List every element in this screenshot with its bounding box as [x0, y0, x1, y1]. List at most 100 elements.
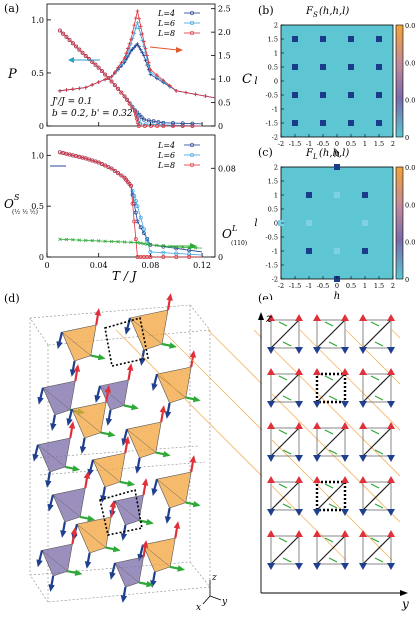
heatmap-y-tick-label: 1.5 [268, 178, 278, 186]
heatmap-y-tick-label: 0.5 [268, 206, 278, 214]
spin-triangle [313, 422, 321, 429]
plaquette-diagonal [270, 319, 300, 349]
heatmap-x-tick-label: -1 [306, 140, 312, 148]
triad-x-axis [202, 595, 211, 605]
triad-z-label: z [211, 573, 217, 583]
spin-triangle [267, 530, 275, 537]
a-top-left-ticks: 0 0.5 1.0 [31, 16, 51, 131]
data-point [135, 120, 140, 125]
data-point [141, 231, 146, 236]
spin-arrowhead [120, 533, 128, 541]
spin-triangle [359, 401, 367, 408]
spin-arrowhead [146, 580, 154, 588]
heatmap-y-tick-label: -2 [272, 134, 278, 142]
spin-triangle [267, 563, 275, 570]
data-point [74, 44, 79, 49]
data-point [180, 121, 185, 126]
a-bottom-marks [50, 150, 203, 259]
a-top-right-tick-label: 0 [218, 122, 223, 131]
data-point [135, 204, 140, 209]
a-top-right-ticks: 0 0.5 1.0 1.5 2.0 2.5 [211, 5, 231, 131]
spin-arrowhead [141, 478, 149, 486]
green-spin [282, 449, 292, 455]
spin-arrowhead [189, 455, 197, 463]
spin-triangle [341, 314, 349, 321]
data-point [203, 94, 208, 98]
data-point [145, 238, 150, 243]
spin-arrowhead [94, 394, 101, 403]
data-point [187, 255, 192, 259]
data-point [145, 53, 149, 58]
spin-triangle [341, 509, 349, 516]
green-spin [328, 503, 338, 509]
spin-triangle [295, 422, 303, 429]
c-axis-label: C [242, 72, 252, 87]
data-point [130, 30, 135, 34]
plaquette-diagonal [316, 535, 346, 565]
data-point [137, 16, 141, 21]
cell-edge [29, 317, 49, 346]
orange-bond [299, 329, 415, 446]
data-point [77, 238, 82, 242]
data-point [148, 249, 153, 254]
heatmap-x-tick-label: 2 [391, 282, 395, 290]
heatmap-c: -2 -1.5 -1 -0.5 0 0.5 1 1.5 2 2 1.5 1 0.5 0 -0.5 -1 -1.5… [254, 164, 415, 303]
green-spin [324, 537, 334, 543]
spin-triangle [387, 422, 395, 429]
legend-marker [189, 162, 195, 168]
spin-arrowhead [150, 580, 157, 588]
data-point [138, 215, 143, 220]
cell-edge [29, 304, 191, 319]
ol-label-sup: L [231, 224, 237, 233]
data-point [109, 239, 114, 244]
ol-arrowhead [190, 243, 197, 249]
heatmap-y-tick-label: -1.5 [265, 262, 278, 270]
tetra-edge [126, 429, 156, 453]
colorbar-tick-label: 0.06 [405, 22, 415, 30]
data-point [61, 31, 66, 36]
tetra-edge [114, 562, 140, 583]
heatmap-x-tick-label: 1 [363, 282, 367, 290]
spin-arrowhead [159, 405, 167, 413]
data-point [132, 194, 137, 198]
data-point [96, 239, 101, 243]
green-spin [324, 429, 334, 435]
data-point [134, 26, 138, 30]
spin-triangle [341, 401, 349, 408]
plaquette [270, 319, 300, 349]
mask [400, 300, 415, 590]
data-point [142, 124, 147, 128]
ol-label-main: O [222, 227, 232, 241]
green-spin [328, 449, 338, 455]
data-point [58, 89, 62, 93]
data-point [143, 46, 148, 51]
data-point [190, 121, 195, 126]
a-top-frame [46, 3, 216, 127]
data-point [99, 162, 104, 166]
a-bottom-x-tick-label: 0.04 [90, 261, 108, 270]
heatmap-c-title-sub: L [312, 153, 318, 161]
legend-marker [189, 10, 195, 16]
spin-arrowhead [112, 545, 121, 553]
panel-a-bottom-plot: 00.51.0 00.08 0 0.04 0.08 0.12 O S (½ ½ ½) … [4, 122, 247, 283]
heatmap-y-tick-label: -0.5 [265, 234, 278, 242]
data-point [130, 188, 135, 193]
spin-triangle [267, 401, 275, 408]
data-point [129, 37, 133, 41]
bragg-peak [320, 92, 326, 98]
data-point [180, 124, 185, 128]
panel-a-top-plot: 00.51.0 00.51.01.52.02.5 P C J'/J = 0.1 … [7, 3, 252, 131]
bragg-peak [376, 120, 382, 126]
data-point [109, 79, 114, 84]
data-point [130, 201, 135, 206]
data-point [133, 237, 138, 242]
spin-triangle [267, 455, 275, 462]
tetra-edge [156, 479, 186, 503]
green-spin [370, 537, 380, 543]
data-point [106, 76, 111, 80]
spin-triangle [295, 455, 303, 462]
data-point [155, 124, 160, 128]
heatmap-x-label: h [334, 291, 340, 302]
spin-triangle [359, 455, 367, 462]
